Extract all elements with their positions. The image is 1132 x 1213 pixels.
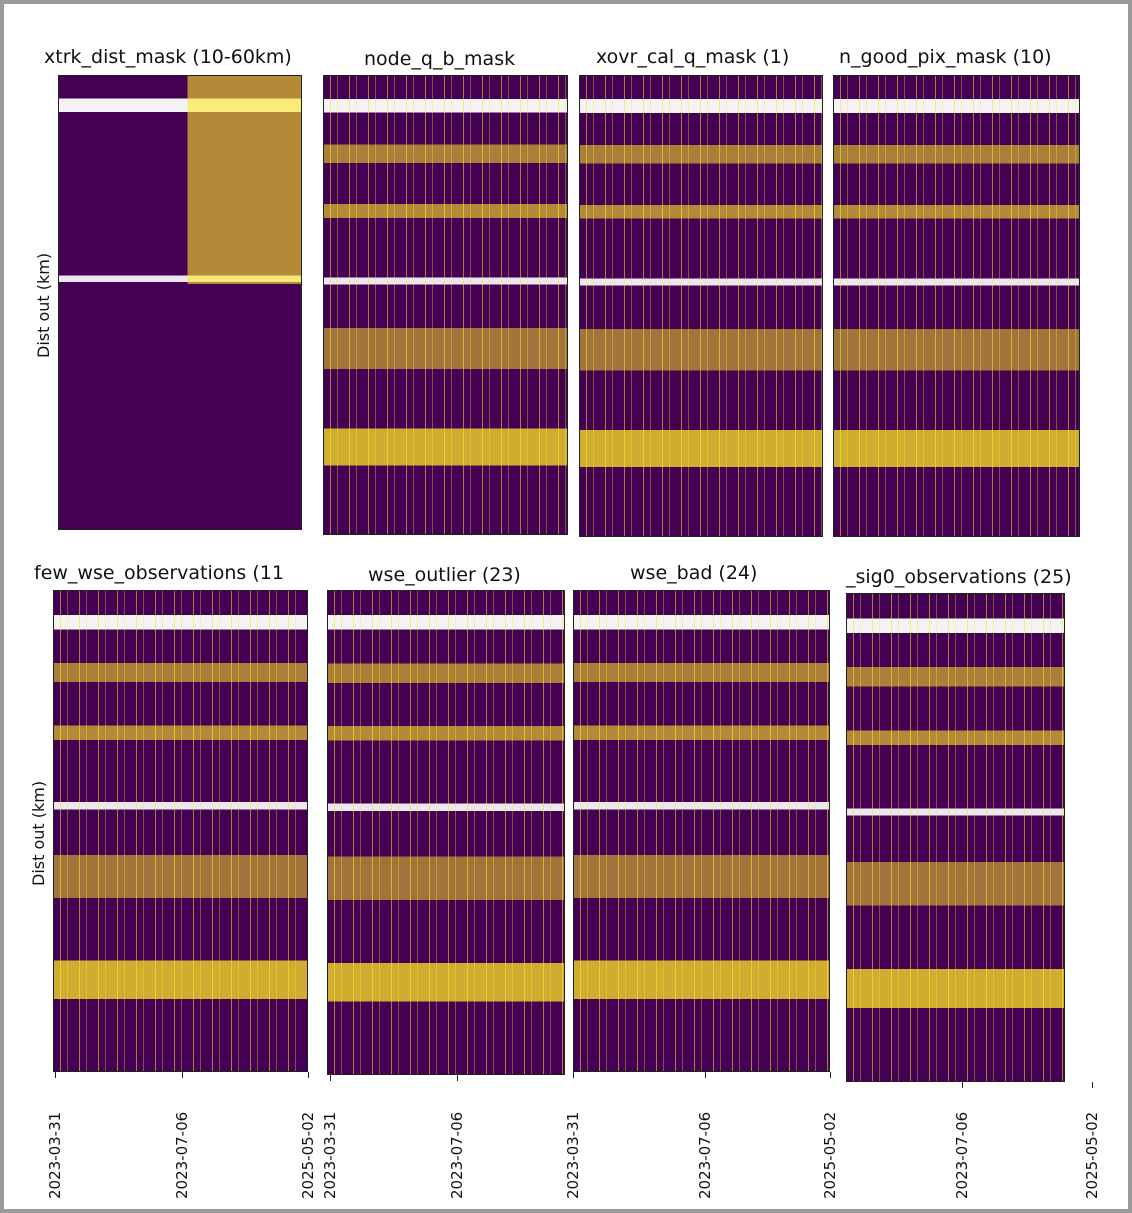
x-tick-label: 2025-05-02 [1083,1111,1101,1199]
heatmap-panel [573,590,830,1072]
heatmap-panel [846,593,1065,1082]
x-tick [330,1075,331,1081]
x-tick-label: 2023-07-06 [173,1111,191,1199]
panel-title: few_wse_observations (11 [34,562,284,584]
x-tick-label: 2023-07-06 [448,1111,466,1199]
x-tick-label: 2023-07-06 [953,1111,971,1199]
panel-title: xovr_cal_q_mask (1) [596,46,790,68]
panel-title: wse_outlier (23) [368,564,521,586]
heatmap-panel [58,75,302,530]
x-tick-label: 2025-05-02 [299,1111,317,1199]
heatmap-panel [833,75,1080,537]
x-tick-label: 2023-07-06 [696,1111,714,1199]
panel-title: xtrk_dist_mask (10-60km) [44,46,292,68]
heatmap-panel [323,75,568,535]
x-tick [962,1082,963,1088]
y-axis-label: Dist out (km) [34,252,53,358]
panel-title: wse_bad (24) [630,562,758,584]
x-tick-label: 2023-03-31 [46,1111,64,1199]
x-tick [182,1072,183,1078]
panel-title: n_good_pix_mask (10) [839,46,1052,68]
panel-title: _sig0_observations (25) [846,566,1072,588]
y-axis-label: Dist out (km) [29,780,48,886]
x-tick [573,1072,574,1078]
x-tick [55,1072,56,1078]
x-tick-label: 2023-03-31 [321,1111,339,1199]
heatmap-panel [53,590,308,1072]
x-tick [1092,1082,1093,1088]
x-tick-label: 2025-05-02 [821,1111,839,1199]
x-tick [308,1072,309,1078]
x-tick [705,1072,706,1078]
heatmap-panel [579,75,823,537]
x-tick-label: 2023-03-31 [564,1111,582,1199]
x-tick [457,1075,458,1081]
x-tick [830,1072,831,1078]
panel-title: node_q_b_mask [364,48,516,70]
heatmap-panel [327,590,565,1075]
